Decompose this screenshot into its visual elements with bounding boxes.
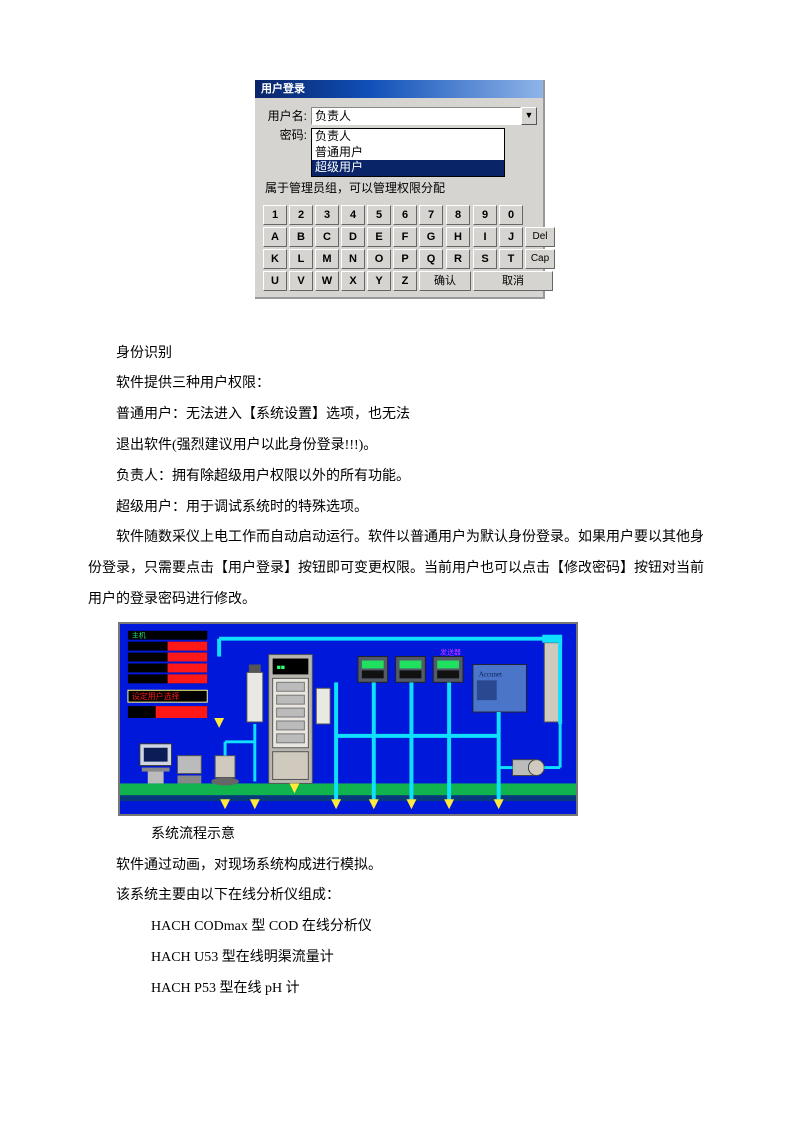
key-R[interactable]: R (446, 249, 470, 269)
para-super-user: 超级用户：用于调试系统时的特殊选项。 (88, 493, 712, 524)
analyzer-p53: HACH P53 型在线 pH 计 (88, 974, 712, 1005)
key-0[interactable]: 0 (499, 205, 523, 225)
analyzer-u53: HACH U53 型在线明渠流量计 (88, 943, 712, 974)
username-option[interactable]: 超级用户 (312, 160, 504, 176)
key-6[interactable]: 6 (393, 205, 417, 225)
key-N[interactable]: N (341, 249, 365, 269)
key-W[interactable]: W (315, 271, 339, 291)
username-option[interactable]: 负责人 (312, 129, 504, 145)
login-dialog: 用户登录 用户名: 负责人 ▼ 密码: 负责人普通用户超级用户 属于管理员组，可… (255, 80, 545, 299)
key-A[interactable]: A (263, 227, 287, 247)
key-O[interactable]: O (367, 249, 391, 269)
svg-text:设定用户选择: 设定用户选择 (132, 691, 180, 701)
key-4[interactable]: 4 (341, 205, 365, 225)
key-V[interactable]: V (289, 271, 313, 291)
para-login-instructions: 软件随数采仪上电工作而自动启动运行。软件以普通用户为默认身份登录。如果用户要以其… (88, 523, 712, 615)
svg-text:发送器: 发送器 (440, 647, 461, 656)
para-permissions-intro: 软件提供三种用户权限： (88, 369, 712, 400)
key-P[interactable]: P (393, 249, 417, 269)
key-S[interactable]: S (473, 249, 497, 269)
username-dropdown-list: 负责人普通用户超级用户 (311, 128, 505, 177)
role-description: 属于管理员组，可以管理权限分配 (265, 181, 535, 197)
key-C[interactable]: C (315, 227, 339, 247)
key-E[interactable]: E (367, 227, 391, 247)
key-T[interactable]: T (499, 249, 523, 269)
key-5[interactable]: 5 (367, 205, 391, 225)
key-B[interactable]: B (289, 227, 313, 247)
key-7[interactable]: 7 (419, 205, 443, 225)
key-cap[interactable]: Cap (525, 249, 555, 269)
key-F[interactable]: F (393, 227, 417, 247)
username-option[interactable]: 普通用户 (312, 145, 504, 161)
key-3[interactable]: 3 (315, 205, 339, 225)
para-normal-user-1: 普通用户：无法进入【系统设置】选项，也无法 (88, 400, 712, 431)
para-animation: 软件通过动画，对现场系统构成进行模拟。 (88, 851, 712, 882)
key-2[interactable]: 2 (289, 205, 313, 225)
username-label: 用户名: (261, 109, 307, 125)
ok-button[interactable]: 确认 (419, 271, 471, 291)
para-normal-user-2: 退出软件(强烈建议用户以此身份登录!!!)。 (88, 431, 712, 462)
key-8[interactable]: 8 (446, 205, 470, 225)
key-Y[interactable]: Y (367, 271, 391, 291)
username-field[interactable]: 负责人 (311, 107, 521, 125)
key-K[interactable]: K (263, 249, 287, 269)
key-G[interactable]: G (419, 227, 443, 247)
key-H[interactable]: H (446, 227, 470, 247)
system-flow-figure: 主机设定用户选择 ■■ 发送器 Accunet (118, 622, 578, 816)
key-I[interactable]: I (473, 227, 497, 247)
key-D[interactable]: D (341, 227, 365, 247)
key-Q[interactable]: Q (419, 249, 443, 269)
username-dropdown-button[interactable]: ▼ (521, 107, 537, 125)
dialog-title: 用户登录 (255, 80, 543, 98)
svg-text:Accunet: Accunet (479, 671, 502, 678)
para-analyzers-intro: 该系统主要由以下在线分析仪组成： (88, 881, 712, 912)
analyzer-codmax: HACH CODmax 型 COD 在线分析仪 (88, 912, 712, 943)
svg-text:主机: 主机 (132, 631, 146, 640)
key-X[interactable]: X (341, 271, 365, 291)
para-identity-heading: 身份识别 (88, 339, 712, 370)
key-9[interactable]: 9 (473, 205, 497, 225)
key-del[interactable]: Del (525, 227, 555, 247)
onscreen-keyboard: 1234567890 ABCDEFGHIJDel KLMNOPQRSTCap UVWX… (261, 203, 557, 293)
svg-text:■■: ■■ (277, 664, 285, 671)
key-Z[interactable]: Z (393, 271, 417, 291)
cancel-button[interactable]: 取消 (473, 271, 553, 291)
password-label: 密码: (261, 128, 307, 144)
key-J[interactable]: J (499, 227, 523, 247)
key-1[interactable]: 1 (263, 205, 287, 225)
figure-caption: 系统流程示意 (88, 820, 712, 851)
key-M[interactable]: M (315, 249, 339, 269)
para-responsible-user: 负责人：拥有除超级用户权限以外的所有功能。 (88, 462, 712, 493)
key-L[interactable]: L (289, 249, 313, 269)
key-U[interactable]: U (263, 271, 287, 291)
